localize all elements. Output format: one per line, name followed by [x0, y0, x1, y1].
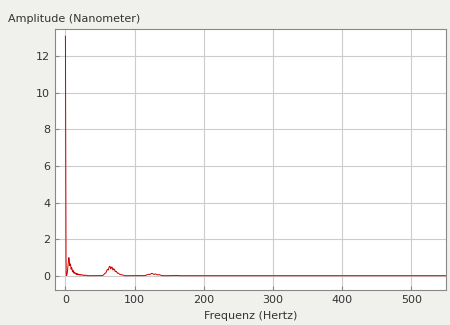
Text: Amplitude (Nanometer): Amplitude (Nanometer): [8, 14, 140, 24]
X-axis label: Frequenz (Hertz): Frequenz (Hertz): [204, 311, 297, 321]
